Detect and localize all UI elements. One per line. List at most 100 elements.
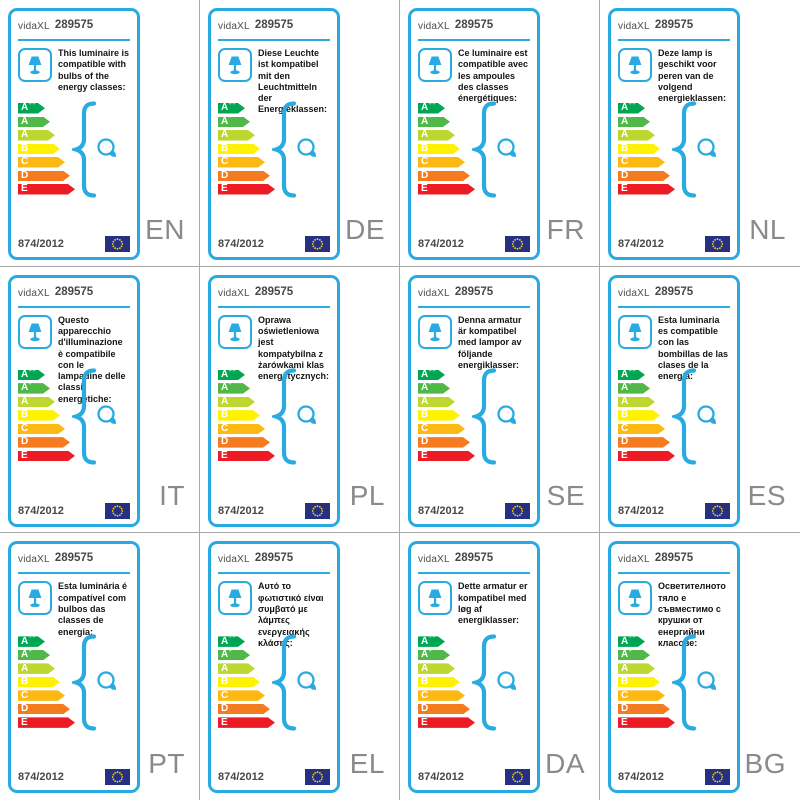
energy-class-scale: A++ A+ A B C D E — [18, 370, 130, 462]
energy-class-letter: A++ — [21, 633, 36, 647]
card-header: vidaXL 289575 — [618, 550, 730, 567]
header-divider — [18, 572, 130, 575]
brace-and-bulb-graphic — [72, 368, 117, 465]
energy-class-letter: C — [421, 689, 429, 701]
energy-class-bar: B — [618, 677, 660, 688]
energy-class-bar: E — [418, 184, 475, 195]
energy-class-bar: A++ — [418, 103, 445, 114]
energy-class-bar: A++ — [418, 636, 445, 647]
energy-class-letter: A — [421, 395, 429, 407]
energy-class-letter: B — [621, 676, 629, 688]
energy-class-bar: D — [418, 171, 470, 182]
info-row: Oprawa oświetleniowa jest kompatybilna z… — [218, 314, 330, 381]
regulation-number: 874/2012 — [18, 504, 64, 517]
header-divider — [418, 572, 530, 575]
eu-flag-icon — [105, 769, 130, 786]
energy-class-letter: A++ — [221, 99, 236, 114]
info-row: Ce luminaire est compatible avec les amp… — [418, 48, 530, 103]
energy-class-letter: E — [621, 183, 628, 195]
energy-class-bar: E — [618, 451, 675, 462]
energy-class-letter: E — [421, 183, 428, 195]
energy-class-letter: A — [21, 129, 29, 141]
energy-label-card: vidaXL 289575 Dette armatur er kompatibe… — [408, 541, 540, 794]
energy-class-bar: A — [218, 663, 255, 674]
energy-class-letter: A++ — [221, 633, 236, 647]
energy-class-letter: E — [621, 449, 628, 461]
energy-class-letter: A — [421, 662, 429, 674]
energy-class-bar: C — [218, 424, 265, 435]
eu-flag-stars — [311, 771, 324, 784]
energy-class-bar: A — [18, 663, 55, 674]
table-lamp-icon — [228, 589, 242, 608]
language-code-label: DA — [545, 747, 585, 779]
header-divider — [218, 305, 330, 308]
regulation-number: 874/2012 — [218, 238, 264, 250]
compatibility-description: Αυτό το φωτιστικό είναι συμβατό με λάμπε… — [258, 581, 324, 648]
energy-class-letter: D — [221, 169, 229, 181]
card-header: vidaXL 289575 — [218, 17, 330, 34]
energy-class-bar: D — [418, 704, 470, 715]
energy-class-bar: A+ — [418, 383, 450, 394]
brace-and-bulb-graphic — [672, 634, 717, 731]
eu-flag-stars — [511, 771, 524, 784]
energy-class-bar: D — [418, 437, 470, 448]
brand-name: vidaXL — [18, 287, 50, 299]
energy-label-card: vidaXL 289575 Осветителното тяло е съвме… — [608, 541, 740, 794]
eu-flag-icon — [105, 236, 130, 252]
energy-label-cell: vidaXL 289575 This luminaire is compatib… — [0, 0, 200, 267]
header-divider — [618, 572, 730, 575]
energy-class-bar: A+ — [18, 383, 50, 394]
energy-label-cell: vidaXL 289575 Ce luminaire est compatibl… — [400, 0, 600, 267]
brand-name: vidaXL — [618, 21, 650, 32]
curly-brace-icon — [472, 101, 497, 198]
regulation-number: 874/2012 — [418, 238, 464, 250]
energy-class-bar: B — [418, 144, 460, 155]
energy-class-letter: E — [221, 716, 228, 728]
energy-class-bar: E — [618, 184, 675, 195]
lamp-icon-box — [618, 48, 652, 82]
lamp-icon-box — [218, 48, 252, 82]
energy-class-bar: A++ — [618, 370, 645, 381]
light-bulb-icon — [97, 671, 117, 691]
eu-flag-stars — [311, 238, 324, 250]
energy-class-bar: D — [218, 171, 270, 182]
energy-class-letter: A+ — [21, 113, 33, 127]
table-lamp-icon — [628, 56, 642, 75]
energy-class-letter: D — [21, 436, 29, 448]
energy-class-bar: C — [418, 157, 465, 168]
compatibility-description: Esta luminária é compatível com bulbos d… — [58, 581, 128, 637]
energy-class-letter: B — [221, 676, 229, 688]
energy-class-bar: A — [618, 663, 655, 674]
energy-class-bar: C — [418, 690, 465, 701]
card-footer: 874/2012 — [218, 236, 330, 252]
header-divider — [418, 305, 530, 308]
energy-class-bar: A — [218, 397, 255, 408]
language-code-label: EL — [349, 747, 385, 779]
energy-section: A++ A+ A B C D E — [18, 633, 130, 731]
curly-brace-icon — [672, 101, 697, 198]
energy-section: A++ A+ A B C D E — [218, 370, 330, 465]
energy-class-bar: A — [218, 130, 255, 141]
lamp-icon-box — [218, 581, 252, 616]
energy-class-letter: C — [421, 156, 429, 168]
compatibility-description: Deze lamp is geschikt voor peren van de … — [658, 48, 727, 104]
eu-flag-icon — [305, 502, 330, 519]
energy-class-scale: A++ A+ A B C D E — [618, 636, 730, 728]
header-divider — [618, 305, 730, 308]
card-footer: 874/2012 — [418, 769, 530, 786]
energy-class-bar: E — [18, 451, 75, 462]
energy-class-letter: A+ — [221, 380, 233, 394]
energy-class-letter: C — [221, 156, 229, 168]
energy-class-letter: E — [421, 449, 428, 461]
card-header: vidaXL 289575 — [18, 550, 130, 567]
info-row: Denna armatur är kompatibel med lampor a… — [418, 314, 530, 370]
info-row: Осветителното тяло е съвместимо с крушки… — [618, 581, 730, 648]
energy-class-bar: A+ — [418, 117, 450, 128]
energy-class-letter: C — [621, 422, 629, 434]
energy-class-letter: D — [221, 436, 229, 448]
brand-name: vidaXL — [618, 554, 650, 566]
card-header: vidaXL 289575 — [618, 17, 730, 34]
eu-flag-icon — [305, 236, 330, 252]
energy-class-bar: A+ — [418, 650, 450, 661]
card-header: vidaXL 289575 — [218, 284, 330, 301]
